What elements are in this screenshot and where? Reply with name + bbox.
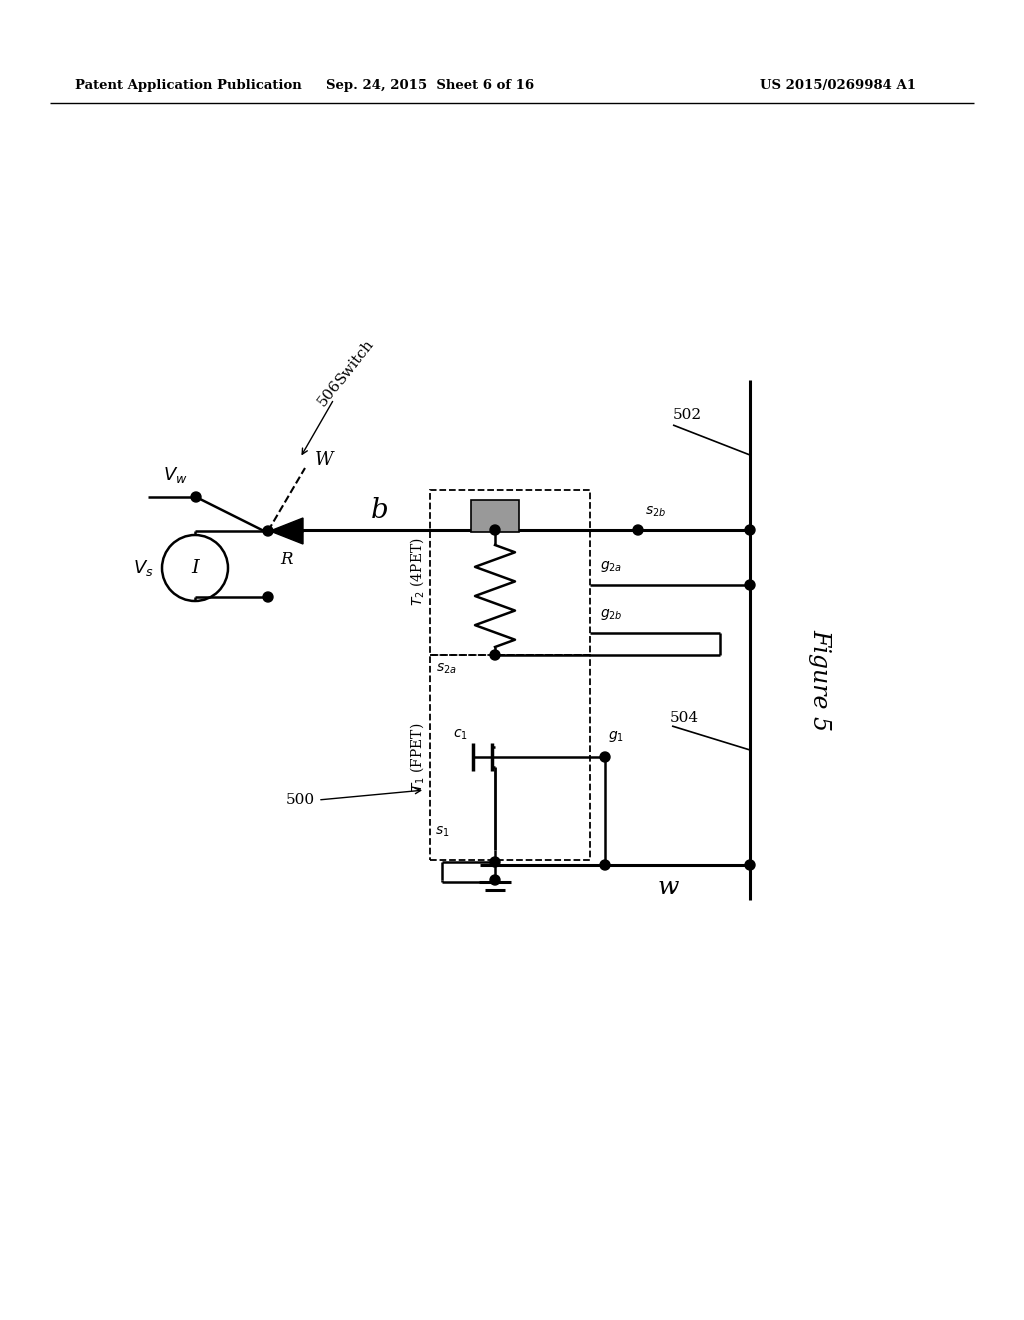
Text: 506: 506 [315,378,344,409]
Circle shape [191,492,201,502]
Bar [471,500,519,532]
Text: b: b [371,496,389,524]
Text: $g_1$: $g_1$ [608,730,624,744]
Polygon shape [270,517,303,544]
Text: $s_{2b}$: $s_{2b}$ [645,504,667,519]
Text: Patent Application Publication: Patent Application Publication [75,78,302,91]
Text: $V_w$: $V_w$ [163,465,187,484]
Circle shape [745,579,755,590]
Circle shape [600,861,610,870]
Text: $c_1$: $c_1$ [454,727,468,742]
Text: $g_{2b}$: $g_{2b}$ [600,607,623,623]
Text: R: R [280,550,292,568]
Text: US 2015/0269984 A1: US 2015/0269984 A1 [760,78,916,91]
Circle shape [745,525,755,535]
Text: Figure 5: Figure 5 [809,630,831,731]
Text: 500: 500 [286,793,314,807]
Circle shape [490,875,500,884]
Text: $s_{2b}$: $s_{2b}$ [471,503,492,517]
Circle shape [490,525,500,535]
Text: $s_{2a}$: $s_{2a}$ [436,661,457,676]
Text: $g_{2a}$: $g_{2a}$ [600,560,623,574]
Text: W: W [315,451,334,469]
Text: 502: 502 [673,408,702,422]
Circle shape [263,591,273,602]
Text: $T_1$ (FPET): $T_1$ (FPET) [409,722,426,792]
Circle shape [263,525,273,536]
Circle shape [633,525,643,535]
Text: 504: 504 [670,711,699,725]
Text: Sep. 24, 2015  Sheet 6 of 16: Sep. 24, 2015 Sheet 6 of 16 [326,78,535,91]
Text: I: I [191,558,199,577]
Circle shape [490,857,500,867]
Text: Switch: Switch [333,337,377,387]
Circle shape [745,861,755,870]
Text: $T_2$ (4PET): $T_2$ (4PET) [409,537,426,606]
Circle shape [490,649,500,660]
Text: $V_s$: $V_s$ [133,558,154,578]
Circle shape [600,752,610,762]
Text: w: w [657,875,679,899]
Text: $s_1$: $s_1$ [435,825,450,840]
